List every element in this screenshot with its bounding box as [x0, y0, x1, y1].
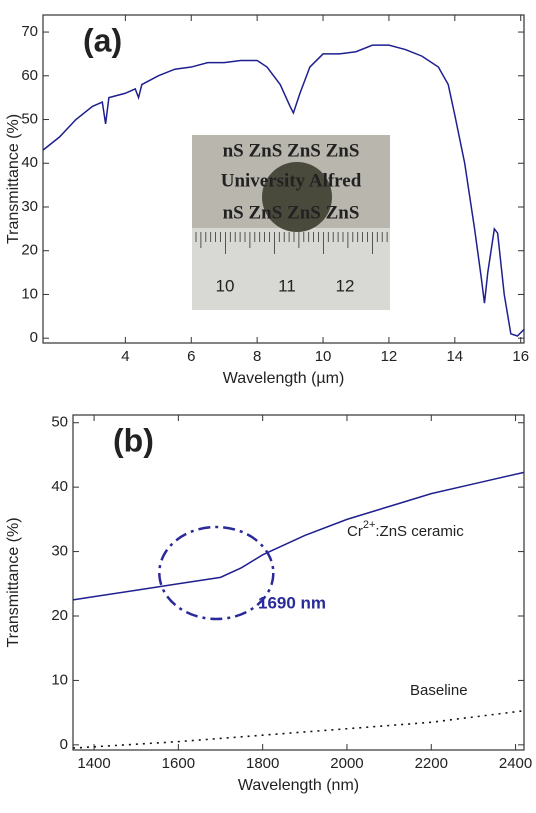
y-tick-label: 10: [51, 671, 68, 688]
y-axis-title: Transmittance (%): [5, 114, 22, 244]
inset-text: nS ZnS ZnS ZnS: [223, 202, 360, 223]
y-tick-label: 40: [51, 478, 68, 495]
y-tick-label: 40: [21, 154, 38, 171]
y-tick-label: 50: [21, 110, 38, 127]
x-tick-label: 10: [315, 348, 332, 365]
y-tick-label: 0: [30, 329, 38, 346]
sample-disc: [262, 162, 332, 232]
ruler-label: 12: [336, 276, 355, 295]
panel-label: (a): [83, 22, 122, 58]
x-tick-label: 1400: [77, 755, 110, 772]
ruler-label: 10: [216, 276, 235, 295]
y-tick-label: 0: [60, 736, 68, 753]
x-tick-label: 8: [253, 348, 261, 365]
series-label-part: 2+: [363, 519, 376, 531]
x-tick-label: 2000: [330, 755, 363, 772]
y-tick-label: 50: [51, 414, 68, 431]
y-tick-label: 10: [21, 285, 38, 302]
series-label: Cr2+:ZnS ceramic: [347, 519, 464, 540]
x-tick-label: 2400: [499, 755, 532, 772]
x-tick-label: 1800: [246, 755, 279, 772]
y-tick-label: 20: [21, 242, 38, 259]
y-tick-label: 60: [21, 67, 38, 84]
inset-text: nS ZnS ZnS ZnS: [223, 140, 360, 161]
data-line: [72, 471, 525, 601]
series-label-part: Cr: [347, 523, 363, 540]
y-tick-label: 70: [21, 23, 38, 40]
x-tick-label: 4: [121, 348, 129, 365]
ruler-ticks: [195, 232, 388, 254]
y-tick-label: 30: [51, 543, 68, 560]
plot-frame: [42, 14, 525, 344]
y-axis-title: Transmittance (%): [5, 517, 22, 647]
x-axis-title: Wavelength (nm): [238, 777, 359, 794]
x-tick-label: 12: [381, 348, 398, 365]
ruler: [192, 228, 390, 310]
x-tick-label: 1600: [162, 755, 195, 772]
ruler-label: 11: [278, 276, 296, 295]
x-tick-label: 6: [187, 348, 195, 365]
x-tick-label: 16: [512, 348, 529, 365]
plot-frame: [72, 414, 525, 751]
x-axis-title: Wavelength (µm): [223, 370, 345, 387]
panel-label: (b): [113, 422, 154, 458]
data-line: [42, 44, 525, 337]
data-line: [72, 709, 525, 749]
annotation-circle: [158, 525, 275, 621]
x-tick-label: 2200: [415, 755, 448, 772]
x-tick-label: 14: [446, 348, 463, 365]
series-label-part: :ZnS ceramic: [375, 523, 464, 540]
y-tick-label: 30: [21, 198, 38, 215]
annotation-text: 1690 nm: [258, 593, 326, 612]
inset-text: University Alfred: [221, 170, 362, 191]
series-label: Baseline: [410, 682, 468, 699]
y-tick-label: 20: [51, 607, 68, 624]
